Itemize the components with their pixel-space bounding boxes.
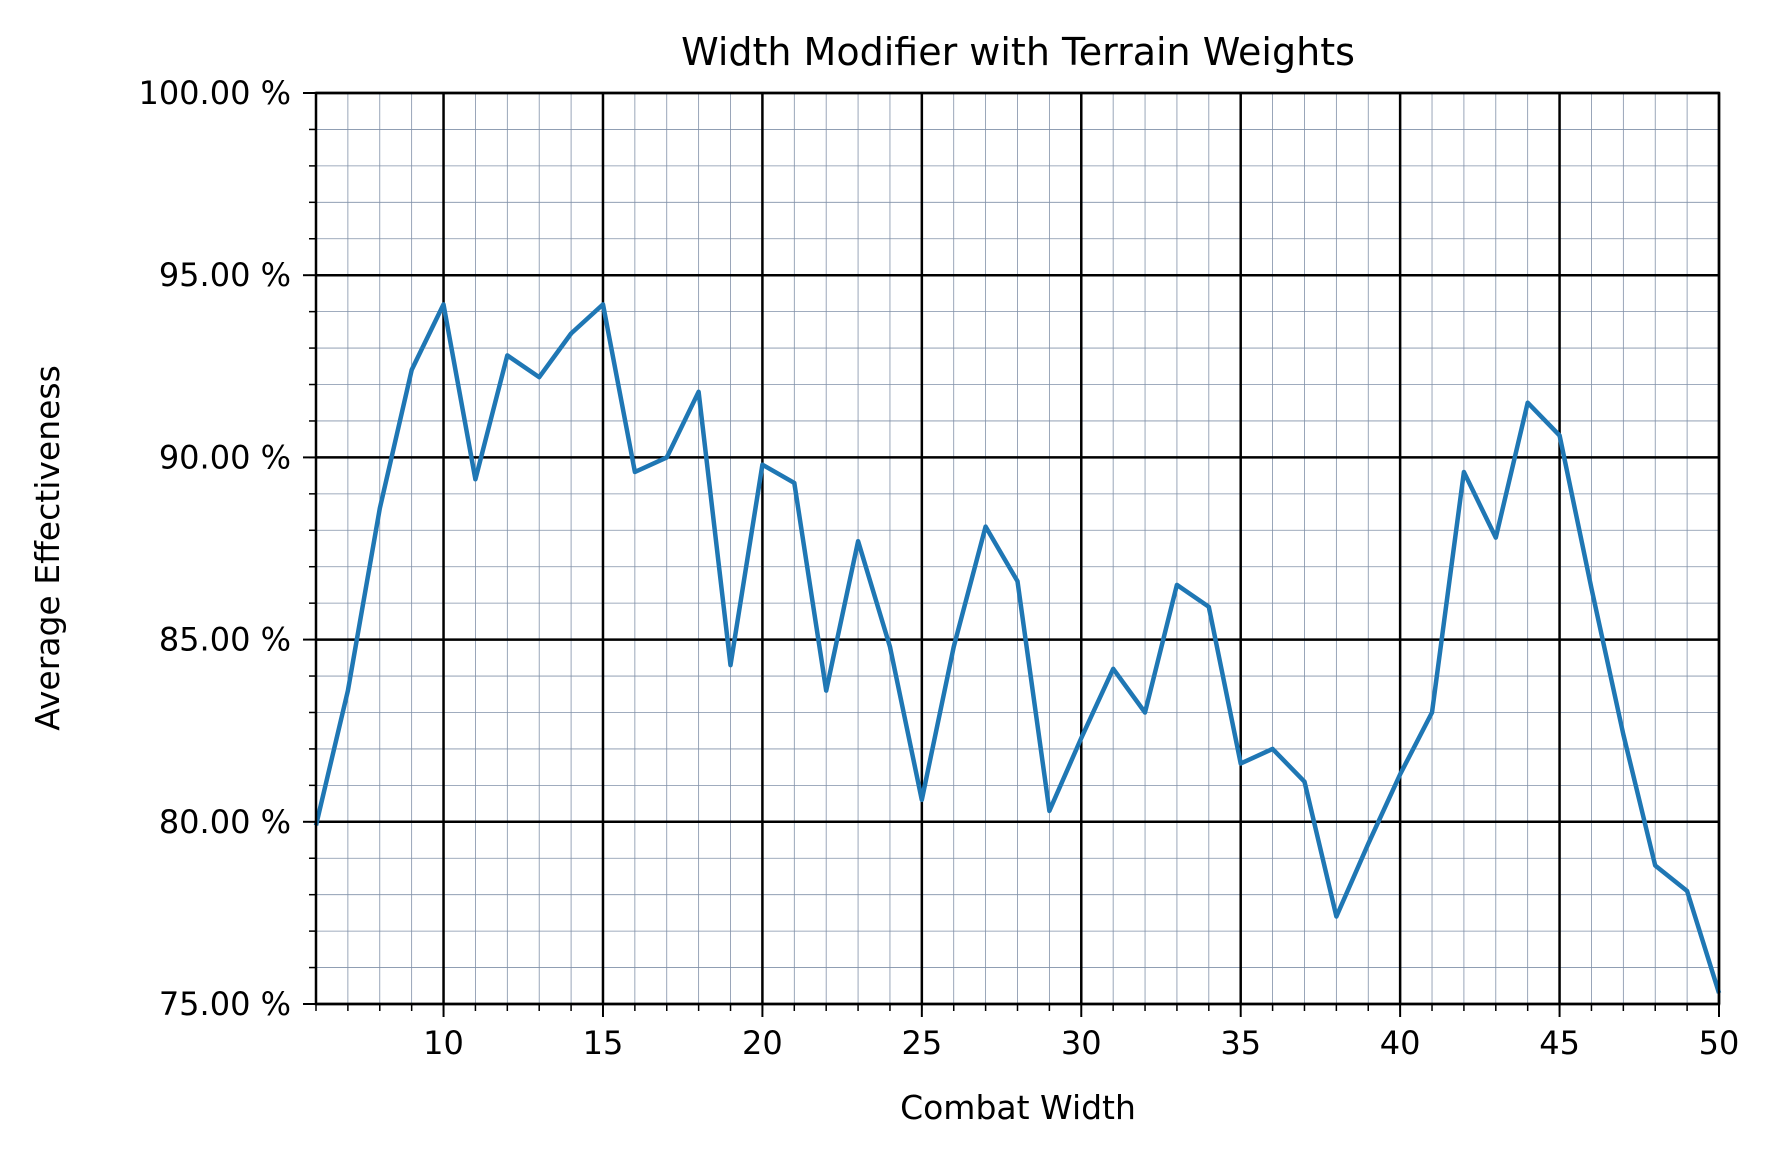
y-tick-label: 95.00 % [159, 256, 291, 294]
x-tick-label: 35 [1220, 1024, 1261, 1062]
x-tick-label: 50 [1699, 1024, 1740, 1062]
y-tick-label: 85.00 % [159, 621, 291, 659]
tick-marks [303, 92, 1720, 1017]
x-tick-label: 30 [1061, 1024, 1102, 1062]
x-axis-label: Combat Width [900, 1088, 1136, 1127]
x-tick-labels: 10 15 20 25 30 35 40 45 50 [423, 1024, 1739, 1062]
y-axis-label: Average Effectiveness [28, 365, 67, 731]
y-tick-label: 100.00 % [138, 74, 291, 112]
x-tick-label: 25 [901, 1024, 942, 1062]
chart-title: Width Modifier with Terrain Weights [681, 30, 1355, 74]
x-tick-label: 10 [423, 1024, 464, 1062]
y-tick-label: 80.00 % [159, 803, 291, 841]
series-layer [313, 302, 1722, 994]
x-tick-label: 20 [742, 1024, 783, 1062]
x-tick-label: 40 [1380, 1024, 1421, 1062]
series-line [313, 302, 1722, 994]
x-tick-label: 45 [1539, 1024, 1580, 1062]
major-grid [316, 91, 1721, 1006]
x-tick-label: 15 [583, 1024, 624, 1062]
y-tick-label: 75.00 % [159, 985, 291, 1023]
y-tick-labels: 75.00 % 80.00 % 85.00 % 90.00 % 95.00 % 100.0… [138, 74, 291, 1023]
y-tick-label: 90.00 % [159, 438, 291, 476]
